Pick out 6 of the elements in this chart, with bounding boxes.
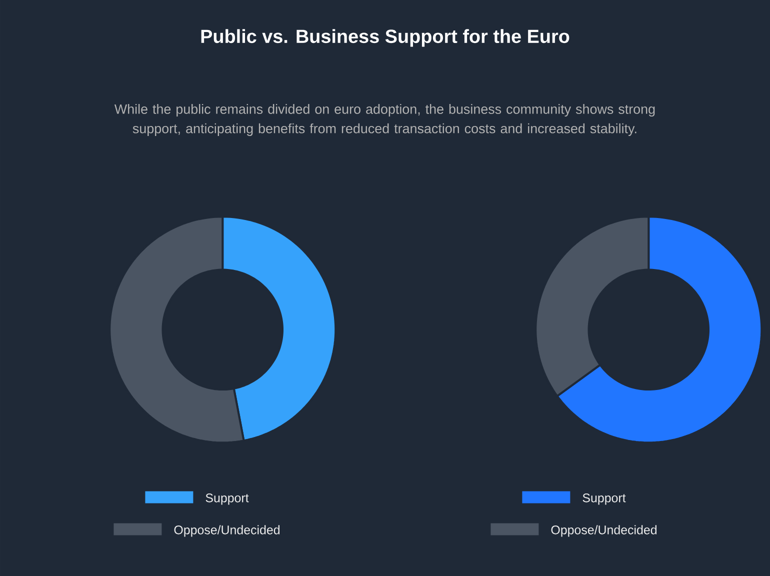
legend-label: Support <box>582 494 626 505</box>
legend-label: Oppose/Undecided <box>551 525 656 537</box>
legend-label: Support <box>206 494 249 505</box>
text: While the public remains divided on euro adoption, the business community shows strong support, anticipating benefits from reduced transaction costs and increased stability. <box>114 104 655 136</box>
legend-label: Oppose/Undecided <box>174 525 280 537</box>
text: Public vs. Business Support for the Euro <box>201 29 570 47</box>
